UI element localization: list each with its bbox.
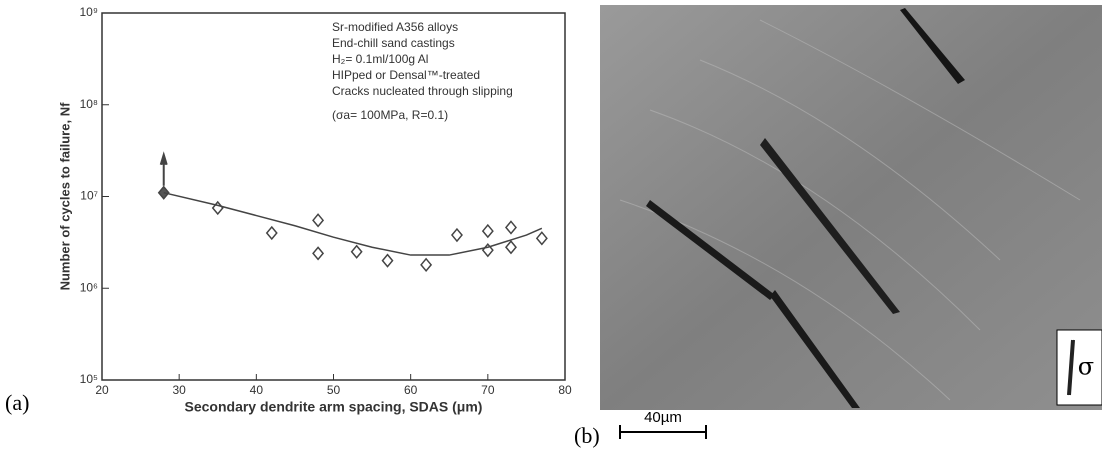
y-tick-label: 10⁹ <box>80 5 99 19</box>
data-point <box>381 253 394 268</box>
x-tick-label: 20 <box>95 383 109 397</box>
data-point <box>265 225 278 241</box>
data-point <box>312 213 325 228</box>
data-point <box>312 246 325 261</box>
micrograph: σ <box>600 5 1102 410</box>
scale-label: 40µm <box>644 409 682 426</box>
data-point <box>505 240 517 255</box>
y-axis-label: Number of cycles to failure, Nf <box>57 102 72 290</box>
data-point <box>211 200 224 216</box>
data-point <box>535 231 548 246</box>
annotation: H₂= 0.1ml/100g Al <box>332 52 428 66</box>
x-tick-label: 60 <box>404 383 418 397</box>
annotation: HIPped or Densal™-treated <box>332 68 480 82</box>
y-tick-label: 10⁶ <box>80 280 98 294</box>
panel-label: (b) <box>574 423 600 448</box>
x-tick-label: 50 <box>327 383 341 397</box>
y-tick-label: 10⁷ <box>80 189 98 203</box>
stress-symbol: σ <box>1078 353 1094 381</box>
x-tick-label: 70 <box>481 383 495 397</box>
x-tick-label: 80 <box>558 383 572 397</box>
annotation: Sr-modified A356 alloys <box>332 20 458 34</box>
runout-arrow <box>159 151 168 186</box>
annotation: (σa= 100MPa, R=0.1) <box>332 108 448 122</box>
annotation: Cracks nucleated through slipping <box>332 84 513 98</box>
x-tick-label: 30 <box>172 383 186 397</box>
data-point <box>450 227 463 243</box>
y-tick-label: 10⁵ <box>80 372 98 386</box>
data-point <box>505 220 517 235</box>
fit-line <box>163 191 543 256</box>
y-tick-label: 10⁸ <box>80 97 98 111</box>
scale-bar: 40µm <box>619 409 707 439</box>
data-point <box>481 223 494 239</box>
x-axis-label: Secondary dendrite arm spacing, SDAS (μm… <box>185 399 483 415</box>
data-point <box>420 257 433 273</box>
data-point <box>157 185 170 200</box>
x-tick-label: 40 <box>250 383 264 397</box>
data-point <box>350 244 363 259</box>
panel-label: (a) <box>5 390 29 415</box>
annotation: End-chill sand castings <box>332 36 455 50</box>
